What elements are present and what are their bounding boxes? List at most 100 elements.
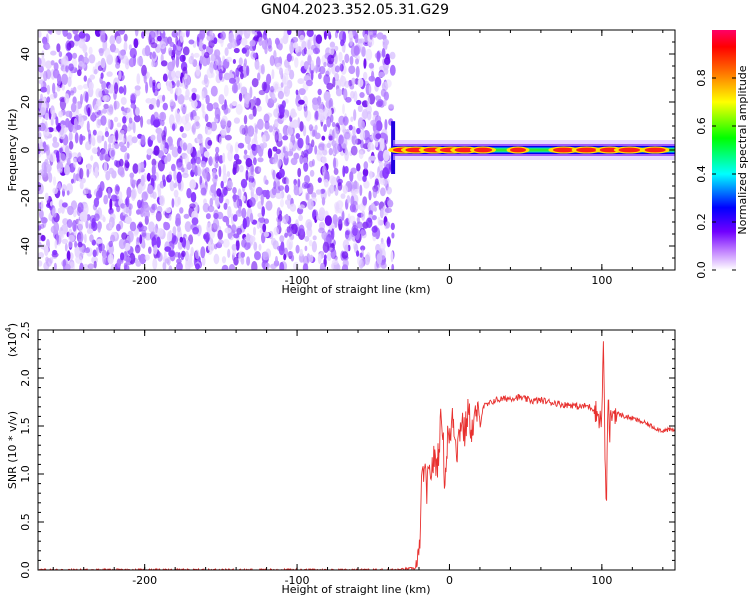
noise-blob — [86, 214, 91, 221]
noise-blob — [207, 139, 213, 146]
noise-blob — [117, 166, 125, 176]
noise-blob — [118, 50, 125, 60]
noise-blob — [384, 207, 392, 213]
noise-blob — [352, 126, 356, 137]
noise-blob — [280, 82, 284, 88]
noise-blob — [241, 238, 247, 248]
noise-blob — [38, 132, 42, 139]
noise-blob — [134, 85, 141, 91]
noise-blob — [221, 256, 227, 264]
spectrogram-ylabel: Frequency (Hz) — [6, 109, 19, 192]
noise-blob — [387, 199, 394, 208]
noise-blob — [221, 264, 229, 270]
noise-blob — [159, 195, 165, 207]
noise-blob — [218, 165, 222, 178]
noise-blob — [226, 180, 234, 189]
noise-blob — [254, 251, 261, 261]
noise-blob — [278, 168, 285, 178]
noise-blob — [263, 113, 270, 123]
noise-blob — [315, 189, 322, 195]
noise-blob — [206, 222, 213, 233]
noise-blob — [341, 45, 345, 53]
noise-blob — [233, 256, 239, 266]
noise-blob — [305, 39, 313, 49]
y-tick-label: 40 — [19, 47, 32, 61]
noise-blob — [148, 221, 155, 233]
noise-blob — [321, 135, 326, 141]
noise-blob — [278, 104, 285, 116]
noise-blob — [359, 129, 366, 141]
noise-blob — [140, 174, 145, 187]
noise-blob — [294, 44, 299, 54]
noise-blob — [363, 161, 369, 170]
noise-blob — [232, 163, 240, 174]
noise-blob — [82, 189, 86, 196]
noise-blob — [220, 31, 226, 40]
noise-blob — [218, 60, 224, 72]
noise-blob — [287, 30, 292, 35]
noise-blob — [277, 43, 283, 51]
colorbar-tick-label: 0.2 — [695, 213, 708, 231]
noise-blob — [114, 82, 119, 95]
noise-blob — [375, 120, 383, 132]
noise-blob — [334, 187, 339, 196]
noise-blob — [66, 219, 73, 228]
noise-blob — [179, 236, 183, 243]
noise-blob — [368, 84, 372, 95]
noise-blob — [129, 252, 136, 265]
noise-blob — [327, 54, 335, 65]
noise-blob — [349, 37, 353, 47]
noise-blob — [91, 112, 96, 123]
noise-blob — [68, 63, 74, 71]
noise-blob — [243, 58, 247, 67]
noise-blob — [261, 81, 267, 92]
noise-blob — [252, 52, 258, 59]
noise-blob — [224, 134, 232, 141]
y-tick-label: 2.0 — [19, 369, 32, 387]
noise-blob — [331, 228, 335, 240]
x-tick-label: -200 — [132, 574, 157, 587]
noise-blob — [207, 205, 215, 213]
noise-blob — [333, 168, 339, 175]
noise-blob — [351, 77, 356, 86]
noise-blob — [102, 89, 109, 95]
noise-blob — [160, 119, 165, 127]
noise-blob — [379, 208, 384, 219]
noise-blob — [188, 56, 195, 65]
noise-blob — [107, 135, 114, 144]
noise-blob — [279, 261, 285, 270]
y-tick-label: 20 — [19, 95, 32, 109]
noise-blob — [323, 91, 331, 102]
noise-blob — [246, 65, 250, 76]
noise-blob — [146, 119, 152, 125]
noise-blob — [267, 148, 273, 159]
noise-blob — [176, 79, 180, 88]
noise-blob — [128, 207, 132, 217]
noise-blob — [110, 194, 118, 202]
x-tick-label: 100 — [591, 274, 612, 287]
noise-blob — [368, 190, 372, 201]
noise-blob — [128, 57, 135, 68]
noise-blob — [384, 79, 392, 88]
noise-blob — [342, 31, 347, 44]
noise-blob — [174, 70, 182, 79]
noise-blob — [201, 103, 205, 114]
noise-blob — [261, 39, 268, 50]
noise-blob — [126, 153, 130, 160]
noise-blob — [54, 239, 58, 249]
noise-blob — [126, 107, 132, 120]
noise-blob — [316, 215, 320, 221]
noise-blob — [304, 245, 308, 252]
noise-blob — [38, 65, 44, 73]
noise-blob — [337, 207, 343, 214]
noise-blob — [96, 146, 101, 157]
noise-blob — [258, 166, 262, 173]
noise-blob — [200, 187, 207, 196]
noise-blob — [240, 86, 248, 95]
noise-blob — [228, 32, 235, 44]
noise-blob — [207, 241, 212, 251]
noise-blob — [282, 75, 287, 85]
noise-blob — [235, 159, 242, 165]
noise-blob — [62, 30, 68, 37]
